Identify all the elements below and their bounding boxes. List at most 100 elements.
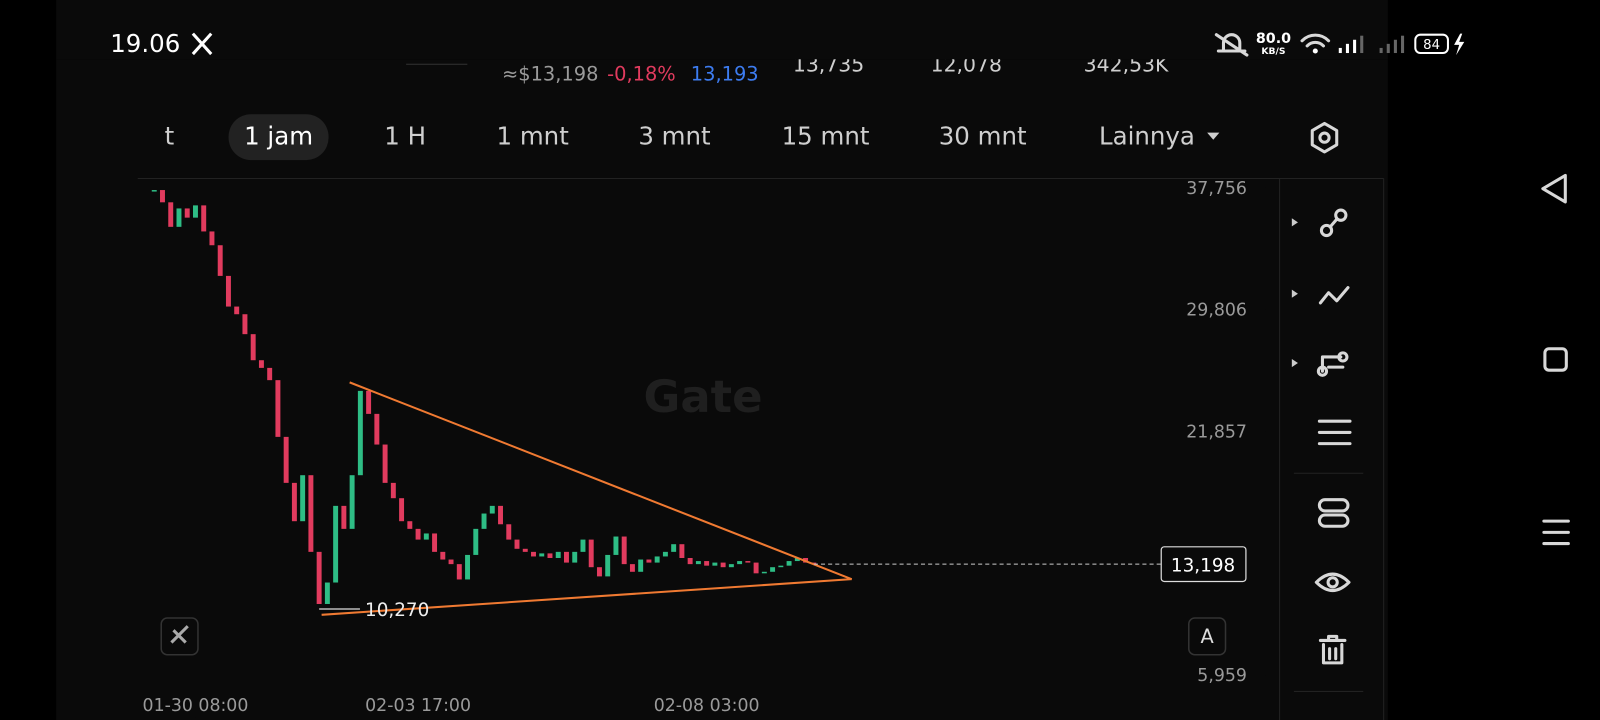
candle: [291, 482, 297, 522]
candle: [333, 505, 339, 583]
mute-icon: [1214, 33, 1249, 57]
candle: [399, 498, 405, 522]
candle: [704, 561, 710, 566]
trendline: [349, 381, 853, 581]
header: 13,735 12,078 342,53K ≈$13,198 -0,18% 13…: [0, 0, 1600, 86]
settings-icon[interactable]: [1310, 121, 1339, 154]
candle: [555, 551, 561, 558]
candle: [621, 536, 627, 565]
fib-tool[interactable]: [1318, 286, 1350, 305]
candle: [234, 306, 240, 315]
candle: [168, 202, 174, 227]
net-unit: KB/S: [1261, 46, 1285, 57]
nav-bar: [1541, 173, 1570, 546]
y-tick-label: 29,806: [1186, 301, 1247, 321]
price-change: -0,18%: [607, 63, 676, 86]
candle: [695, 561, 701, 565]
candle: [786, 561, 792, 566]
y-tick-label: 37,756: [1186, 179, 1247, 199]
x-logo: [191, 32, 213, 56]
candle: [514, 539, 520, 549]
net-speed: 80.0: [1256, 31, 1291, 47]
candle: [308, 475, 314, 552]
candle: [687, 557, 693, 565]
candle: [341, 505, 347, 529]
settings-tool[interactable]: [1317, 419, 1352, 446]
line-tool[interactable]: [1319, 208, 1348, 238]
candle: [539, 553, 545, 557]
candle: [596, 567, 602, 577]
candle: [283, 436, 289, 483]
visibility-tool[interactable]: [1314, 572, 1351, 592]
tab[interactable]: 15 mnt: [782, 122, 870, 151]
timeframe-tabs: t 1 jam 1 H 1 mnt 3 mnt 15 mnt 30 mnt La…: [165, 114, 1339, 161]
candle: [324, 582, 330, 604]
clock: 19.06: [110, 29, 180, 58]
candle: [770, 567, 776, 572]
candle: [720, 562, 726, 568]
charging-icon: [1454, 33, 1465, 56]
candle: [382, 444, 388, 483]
candle: [737, 561, 743, 565]
tab[interactable]: Lainnya: [1099, 122, 1195, 151]
nav-back[interactable]: [1541, 173, 1567, 204]
chart-button[interactable]: [160, 617, 199, 656]
usd-price: ≈$13,198: [502, 63, 598, 86]
signal-icon: [1338, 35, 1364, 54]
candle: [489, 505, 495, 514]
candle: [217, 245, 223, 276]
candle: [390, 482, 396, 499]
candle: [374, 413, 380, 445]
trendline: [321, 578, 852, 616]
candle: [728, 564, 734, 568]
plot: 37,756 29,806 21,857 5,959 01-30 08:00 02-03 …: [143, 179, 1274, 718]
candle: [209, 231, 215, 246]
candle: [432, 533, 438, 552]
candle: [407, 521, 413, 529]
candle: [588, 539, 594, 568]
tab[interactable]: 1 H: [384, 122, 426, 151]
watermark: Gate: [644, 370, 763, 423]
candle: [671, 544, 677, 552]
candle: [258, 360, 264, 368]
candle: [679, 544, 685, 558]
tab[interactable]: 3 mnt: [638, 122, 711, 151]
tab[interactable]: t: [165, 122, 175, 151]
candle: [646, 559, 652, 563]
x-tick-label: 01-30 08:00: [143, 696, 249, 716]
wifi-dot: [1312, 48, 1318, 54]
candle: [654, 556, 660, 563]
candle: [531, 551, 536, 557]
candle: [613, 536, 619, 555]
status-bar: 19.06 80.0 KB/S 84: [110, 29, 1465, 58]
delete-tool[interactable]: [1318, 634, 1347, 665]
candle: [151, 190, 157, 192]
candle: [761, 571, 767, 574]
candle: [366, 390, 372, 414]
settings-icon-center: [1318, 131, 1331, 144]
tab[interactable]: 30 mnt: [939, 122, 1027, 151]
dropdown-arrow: [1207, 132, 1220, 140]
tab[interactable]: 1 jam: [244, 122, 313, 151]
indicator-tool[interactable]: [1317, 498, 1350, 528]
nav-menu[interactable]: [1542, 519, 1570, 546]
candle: [357, 390, 363, 476]
status-bar-bg: [56, 0, 1388, 60]
candle: [572, 551, 578, 563]
auto-scale-label: A: [1201, 625, 1215, 648]
candle: [745, 561, 751, 563]
nav-home[interactable]: [1543, 347, 1568, 372]
candle: [753, 562, 759, 574]
chart-button-icon: [170, 625, 189, 644]
tab[interactable]: 1 mnt: [496, 122, 569, 151]
auto-scale-button[interactable]: [1188, 617, 1227, 656]
candle: [629, 564, 635, 572]
candle: [250, 334, 256, 361]
candle: [225, 275, 231, 307]
current-price-box: [1160, 546, 1247, 583]
candle: [473, 528, 479, 555]
candle: [481, 513, 487, 529]
candle: [201, 205, 207, 232]
